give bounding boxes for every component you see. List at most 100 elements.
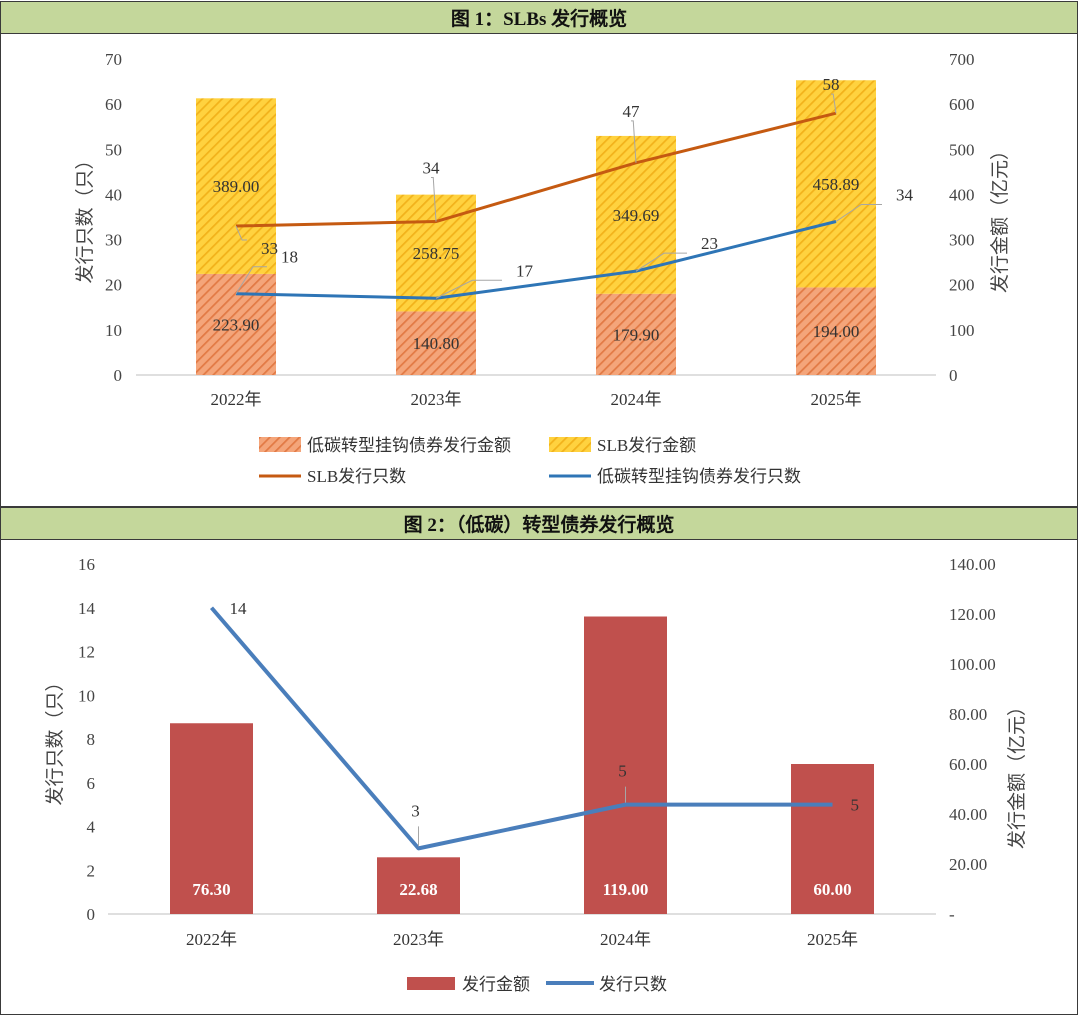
x-axis-category-label: 2025年 — [811, 390, 862, 409]
legend-label: 低碳转型挂钩债券发行只数 — [597, 467, 801, 486]
bar-issue-amount — [170, 723, 253, 914]
left-axis-tick-label: 70 — [105, 50, 122, 69]
bar-low-carbon-amount-label: 223.90 — [213, 315, 260, 334]
right-axis-tick-label: 80.00 — [949, 705, 987, 724]
low-carbon-count-label: 34 — [896, 186, 914, 205]
bar-issue-amount-label: 60.00 — [813, 880, 851, 899]
right-axis-tick-label: 300 — [949, 231, 975, 250]
issue-count-label: 5 — [851, 796, 860, 815]
low-carbon-count-label: 18 — [281, 248, 298, 267]
left-axis-tick-label: 6 — [87, 774, 96, 793]
bar-issue-amount-label: 76.30 — [192, 880, 230, 899]
right-axis-tick-label: 600 — [949, 95, 975, 114]
bar-low-carbon-amount — [196, 273, 276, 375]
x-axis-category-label: 2024年 — [600, 930, 651, 949]
right-axis-tick-label: 20.00 — [949, 855, 987, 874]
issue-count-label: 3 — [411, 801, 420, 820]
bar-issue-amount-label: 22.68 — [399, 880, 437, 899]
right-axis-tick-label: 140.00 — [949, 555, 996, 574]
right-axis-tick-label: 40.00 — [949, 805, 987, 824]
legend-label: SLB发行只数 — [307, 467, 406, 486]
bar-issue-amount-label: 119.00 — [603, 880, 649, 899]
bar-slb-amount-label: 258.75 — [413, 244, 460, 263]
bar-low-carbon-amount — [796, 287, 876, 375]
bar-issue-amount — [791, 764, 874, 914]
chart-2-svg: 0 2 4 6 8 10 12 14 16 - 20.00 40.00 60.00 80.00 100.00… — [44, 555, 1028, 994]
chart-panel-2: 图 2：（低碳）转型债券发行概览 0 2 4 6 8 10 12 14 16 - 20.00 40.0… — [0, 507, 1078, 1015]
x-axis-category-label: 2024年 — [611, 390, 662, 409]
bar-low-carbon-amount — [396, 311, 476, 375]
bar-low-carbon-amount-label: 140.80 — [413, 334, 460, 353]
left-axis-tick-label: 16 — [78, 555, 95, 574]
chart-2-title: 图 2：（低碳）转型债券发行概览 — [1, 508, 1077, 540]
low-carbon-count-label: 17 — [516, 261, 534, 280]
left-axis-tick-label: 0 — [114, 366, 123, 385]
bar-slb-amount — [196, 98, 276, 274]
x-axis-category-label: 2025年 — [807, 930, 858, 949]
right-axis-title: 发行金额（亿元） — [989, 141, 1011, 293]
legend-label: 发行金额 — [462, 975, 530, 994]
line-low-carbon-count — [235, 220, 837, 300]
low-carbon-count-label-leader — [635, 252, 687, 272]
bar-low-carbon-amount-label: 179.90 — [613, 325, 660, 344]
right-axis-title: 发行金额（亿元） — [1006, 697, 1028, 849]
issue-count-label: 14 — [230, 599, 248, 618]
right-axis-tick-label: 120.00 — [949, 605, 996, 624]
chart-1-svg: 0102030405060700100200300400500600700202… — [74, 50, 1011, 486]
slb-count-label-leader — [831, 93, 837, 114]
bar-slb-amount — [796, 80, 876, 288]
right-axis-tick-label: 200 — [949, 276, 975, 295]
slb-count-label: 47 — [623, 102, 641, 121]
right-axis-tick-label: 100.00 — [949, 655, 996, 674]
left-axis-tick-label: 60 — [105, 95, 122, 114]
left-axis-title: 发行只数（只） — [44, 672, 66, 805]
line-issue-count — [209, 606, 833, 851]
left-axis-tick-label: 4 — [87, 818, 96, 837]
slb-count-label-leader — [631, 120, 637, 163]
slb-count-label: 58 — [823, 75, 840, 94]
chart-1-title: 图 1：SLBs 发行概览 — [1, 2, 1077, 34]
left-axis-tick-label: 0 — [87, 905, 96, 924]
left-axis-tick-label: 10 — [105, 321, 122, 340]
right-axis-tick-label: 0 — [949, 366, 958, 385]
low-carbon-count-label-leader — [235, 266, 267, 295]
right-axis-tick-label: 100 — [949, 321, 975, 340]
low-carbon-count-label-leader — [435, 279, 502, 299]
slb-count-label: 34 — [423, 159, 441, 178]
left-axis-tick-label: 40 — [105, 185, 122, 204]
x-axis-category-label: 2022年 — [211, 390, 262, 409]
chart-panel-1: 图 1：SLBs 发行概览 0 10 20 30 40 50 60 70 0 100 200 300 4… — [0, 1, 1078, 507]
bar-low-carbon-amount — [596, 293, 676, 375]
right-axis-tick-label: 700 — [949, 50, 975, 69]
right-axis-tick-label: 500 — [949, 140, 975, 159]
left-axis-tick-label: 8 — [87, 730, 96, 749]
left-axis-tick-label: 30 — [105, 231, 122, 250]
legend-swatch — [549, 437, 591, 452]
bar-slb-amount-label: 349.69 — [613, 206, 660, 225]
bar-issue-amount — [377, 857, 460, 914]
left-axis-tick-label: 20 — [105, 276, 122, 295]
legend-label: 发行只数 — [599, 975, 667, 994]
legend-label: 低碳转型挂钩债券发行金额 — [307, 436, 511, 455]
bar-slb-amount-label: 389.00 — [213, 177, 260, 196]
legend-label: SLB发行金额 — [597, 436, 696, 455]
line-slb-count — [235, 111, 837, 228]
left-axis-tick-label: 10 — [78, 686, 95, 705]
left-axis-tick-label: 14 — [78, 599, 96, 618]
legend-swatch — [407, 977, 455, 990]
bar-issue-amount — [584, 616, 667, 914]
issue-count-label: 5 — [618, 762, 627, 781]
low-carbon-count-label-leader — [835, 204, 882, 222]
x-axis-category-label: 2023年 — [393, 930, 444, 949]
left-axis-tick-label: 2 — [87, 861, 96, 880]
right-axis-tick-label: 400 — [949, 185, 975, 204]
legend-swatch — [259, 437, 301, 452]
bar-slb-amount-label: 458.89 — [813, 175, 860, 194]
x-axis-category-label: 2022年 — [186, 930, 237, 949]
low-carbon-count-label: 23 — [701, 234, 718, 253]
slb-count-label: 33 — [261, 239, 278, 258]
left-axis-title: 发行只数（只） — [74, 150, 96, 283]
right-axis-tick-label: - — [949, 905, 955, 924]
right-axis-tick-label: 60.00 — [949, 755, 987, 774]
slb-count-label-leader — [431, 177, 437, 222]
